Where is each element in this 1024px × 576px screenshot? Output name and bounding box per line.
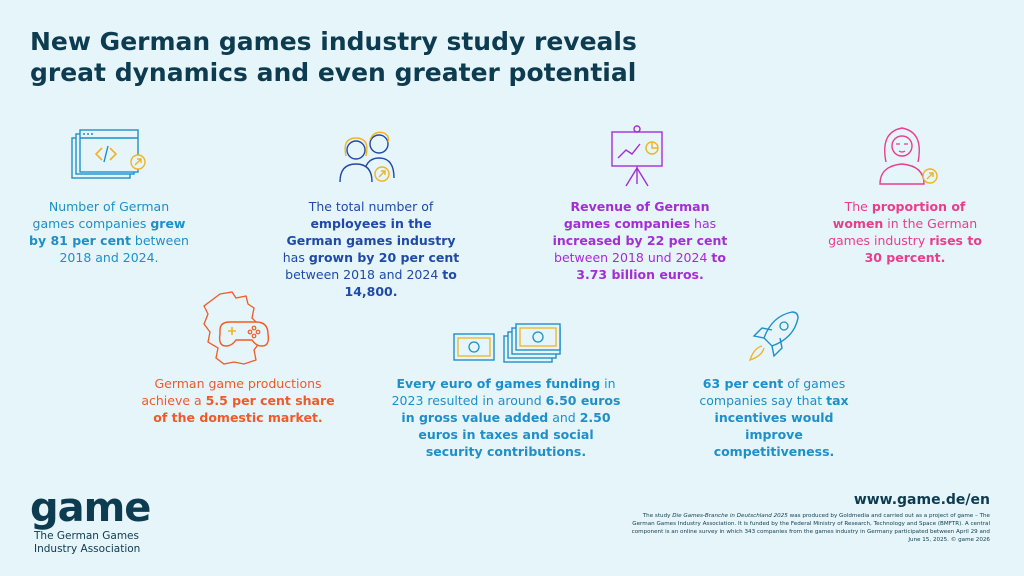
fact-employees: The total number of employees in the Ger…	[282, 199, 460, 299]
fact-women: The proportion of women in the German ga…	[828, 199, 982, 265]
game-logo: game The German Games Industry Associati…	[30, 485, 151, 556]
logo-wordmark: game	[30, 485, 151, 531]
fact-companies: Number of German games companies grew by…	[29, 199, 189, 265]
money-icon	[453, 323, 561, 363]
rocket-icon	[748, 311, 799, 362]
title-line-1: New German games industry study reveals	[30, 27, 637, 56]
website-link[interactable]: www.game.de/en	[853, 492, 990, 508]
page-title: New German games industry study reveals …	[30, 26, 750, 88]
fact-tax: 63 per cent of games companies say that …	[699, 376, 849, 459]
germany-controller-icon	[203, 291, 270, 365]
fact-funding: Every euro of games funding in 2023 resu…	[391, 376, 621, 459]
code-window-icon	[71, 129, 146, 179]
employees-icon	[339, 131, 395, 183]
title-line-2: great dynamics and even greater potentia…	[30, 58, 637, 87]
logo-subtitle: The German Games Industry Association	[34, 530, 141, 555]
presentation-chart-icon	[611, 125, 663, 187]
fact-market: German game productions achieve a 5.5 pe…	[141, 376, 335, 425]
fact-revenue: Revenue of German games companies has in…	[552, 199, 728, 282]
woman-icon	[879, 127, 938, 185]
footnote: The study Die Games-Branche in Deutschla…	[631, 513, 990, 543]
